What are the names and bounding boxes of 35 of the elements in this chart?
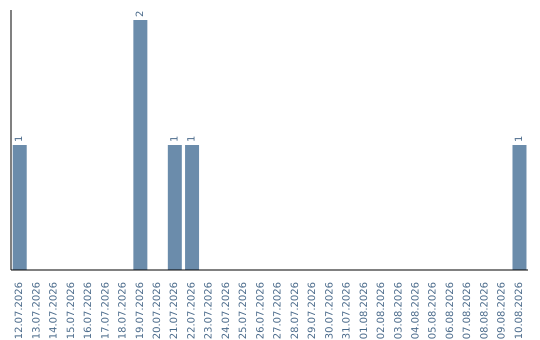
data-label: 1: [514, 136, 525, 142]
x-tick-label: 21.07.2026: [169, 282, 180, 340]
x-tick-label: 08.08.2026: [479, 282, 490, 340]
x-tick-label: 13.07.2026: [31, 282, 42, 340]
x-tick-label: 30.07.2026: [324, 282, 336, 340]
x-tick-label: 01.08.2026: [358, 282, 370, 340]
x-tick-label: 20.07.2026: [152, 282, 163, 340]
data-label: 1: [169, 136, 180, 142]
x-tick-label: 06.08.2026: [444, 282, 456, 340]
x-tick-label: 17.07.2026: [100, 282, 112, 340]
x-tick-label: 14.07.2026: [48, 282, 60, 340]
x-tick-label: 25.07.2026: [238, 282, 250, 340]
x-tick-label: 22.07.2026: [186, 282, 198, 340]
x-tick-label: 26.07.2026: [255, 282, 266, 340]
x-tick-label: 27.07.2026: [272, 282, 284, 340]
x-tick-label: 05.08.2026: [428, 282, 439, 340]
x-tick-label: 04.08.2026: [410, 282, 422, 340]
x-tick-label: 31.07.2026: [342, 282, 353, 340]
x-tick-label: 03.08.2026: [393, 282, 404, 340]
x-tick-label: 28.07.2026: [290, 282, 301, 340]
data-label: 1: [14, 136, 26, 142]
x-tick-label: 09.08.2026: [496, 282, 508, 340]
x-tick-label: 02.08.2026: [376, 282, 388, 340]
x-tick-label: 15.07.2026: [66, 282, 77, 340]
x-tick-label: 07.08.2026: [462, 282, 474, 340]
x-tick-label: 12.07.2026: [14, 282, 26, 340]
x-tick-label: 16.07.2026: [83, 282, 94, 340]
data-label: 2: [134, 10, 146, 17]
data-label: 1: [186, 136, 198, 142]
x-tick-label: 24.07.2026: [220, 282, 232, 340]
x-tick-label: 23.07.2026: [204, 282, 215, 340]
x-tick-label: 10.08.2026: [514, 282, 525, 340]
x-tick-label: 29.07.2026: [307, 282, 318, 340]
x-tick-label: 18.07.2026: [118, 282, 129, 340]
x-tick-label: 19.07.2026: [134, 282, 146, 340]
